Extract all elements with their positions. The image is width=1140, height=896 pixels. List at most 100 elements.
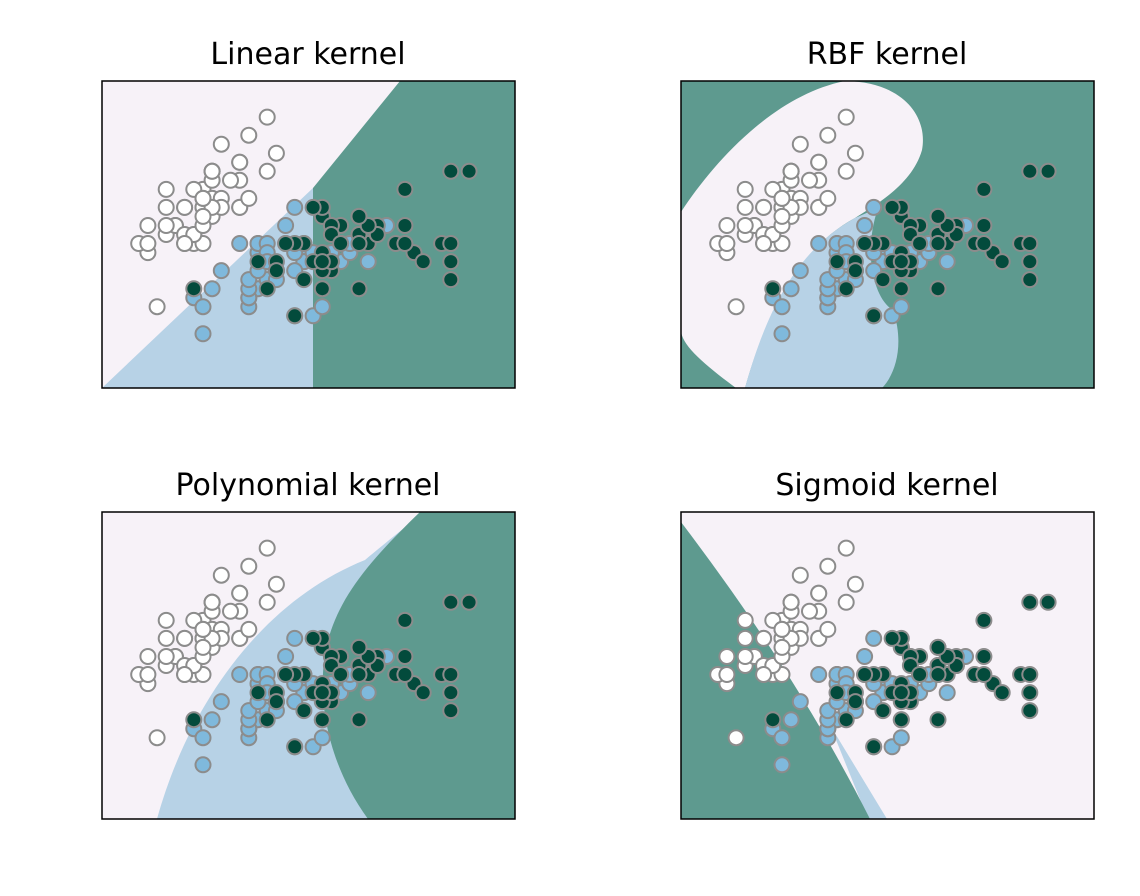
data-point-class-0	[755, 666, 773, 683]
data-point-class-0	[755, 629, 773, 647]
data-point-class-0	[718, 235, 736, 252]
data-point-class-0	[231, 584, 249, 602]
data-point-class-2	[396, 611, 414, 629]
data-point-class-1	[313, 729, 331, 747]
data-point-class-1	[773, 756, 791, 774]
data-point-class-0	[718, 648, 736, 665]
data-point-class-2	[332, 666, 350, 683]
data-point-class-0	[203, 593, 221, 611]
data-point-class-0	[773, 638, 791, 656]
data-point-class-0	[801, 171, 818, 189]
data-point-class-0	[148, 298, 166, 316]
data-point-class-0	[718, 217, 736, 234]
subplot-title: Linear kernel	[210, 37, 405, 72]
data-point-class-1	[231, 235, 249, 252]
data-point-class-2	[929, 638, 947, 656]
data-point-class-2	[442, 702, 460, 720]
data-point-class-2	[442, 162, 460, 180]
scatter-points	[709, 539, 1057, 774]
data-point-class-2	[414, 684, 432, 702]
data-point-class-1	[892, 729, 910, 747]
data-point-class-2	[874, 271, 892, 289]
data-point-class-0	[267, 575, 285, 593]
data-point-class-0	[736, 198, 754, 216]
scatter-points	[130, 539, 478, 774]
data-point-class-1	[212, 262, 230, 280]
data-point-class-2	[350, 207, 368, 225]
data-point-class-0	[736, 611, 754, 629]
data-point-class-0	[810, 153, 828, 171]
data-point-class-0	[176, 666, 194, 683]
data-point-class-2	[350, 280, 368, 298]
data-point-class-1	[810, 666, 828, 683]
data-point-class-2	[350, 711, 368, 729]
subplot-rbf-kernel: RBF kernel	[680, 37, 1095, 389]
data-point-class-2	[396, 235, 414, 252]
subplot-title: Polynomial kernel	[175, 468, 440, 503]
data-point-class-0	[176, 235, 194, 252]
data-point-class-2	[350, 666, 368, 683]
data-point-class-1	[194, 298, 212, 316]
data-point-class-0	[718, 666, 736, 683]
data-point-class-2	[442, 666, 460, 683]
data-point-class-2	[874, 702, 892, 720]
data-point-class-2	[1021, 702, 1039, 720]
data-point-class-1	[856, 648, 874, 665]
decision-region-class-2	[322, 512, 515, 819]
subplot-title: Sigmoid kernel	[775, 468, 998, 503]
data-point-class-0	[773, 207, 791, 225]
data-point-class-2	[975, 235, 993, 252]
data-point-class-0	[157, 629, 175, 647]
data-point-class-2	[185, 711, 203, 729]
data-point-class-2	[837, 711, 855, 729]
data-point-class-0	[782, 593, 800, 611]
data-point-class-2	[856, 666, 874, 683]
data-point-class-0	[176, 198, 194, 216]
data-point-class-2	[846, 693, 864, 711]
data-point-class-2	[277, 235, 295, 252]
data-point-class-2	[837, 280, 855, 298]
data-point-class-0	[810, 584, 828, 602]
data-point-class-0	[258, 539, 276, 557]
data-point-class-1	[773, 729, 791, 747]
data-point-class-2	[993, 684, 1011, 702]
data-point-class-2	[304, 198, 322, 216]
data-point-class-2	[929, 280, 947, 298]
data-point-class-1	[938, 684, 956, 702]
axes-frame	[680, 511, 1095, 820]
data-point-class-1	[359, 684, 377, 702]
data-point-class-0	[139, 217, 157, 234]
data-point-class-1	[938, 253, 956, 271]
data-point-class-0	[846, 144, 864, 162]
data-point-class-2	[460, 162, 478, 180]
data-point-class-2	[350, 638, 368, 656]
data-point-class-2	[975, 217, 993, 234]
data-point-class-2	[892, 711, 910, 729]
data-point-class-0	[267, 144, 285, 162]
subplot-title: RBF kernel	[807, 37, 968, 72]
data-point-class-0	[773, 189, 791, 207]
data-point-class-2	[883, 629, 901, 647]
data-point-class-1	[865, 198, 883, 216]
data-point-class-0	[755, 198, 773, 216]
data-point-class-1	[277, 217, 295, 234]
data-point-class-0	[240, 557, 258, 575]
data-point-class-2	[1021, 162, 1039, 180]
axes-frame	[680, 80, 1095, 389]
data-point-class-0	[157, 611, 175, 629]
data-point-class-0	[139, 666, 157, 683]
data-point-class-1	[892, 298, 910, 316]
data-point-class-2	[304, 629, 322, 647]
data-point-class-0	[176, 629, 194, 647]
data-point-class-2	[1021, 235, 1039, 252]
decision-region-class-1	[830, 725, 887, 819]
data-point-class-2	[286, 307, 304, 325]
data-point-class-2	[1021, 684, 1039, 702]
data-point-class-1	[194, 325, 212, 343]
data-point-class-2	[396, 180, 414, 198]
data-point-class-2	[442, 253, 460, 271]
data-point-class-2	[865, 307, 883, 325]
data-point-class-0	[240, 620, 258, 638]
data-point-class-2	[442, 271, 460, 289]
